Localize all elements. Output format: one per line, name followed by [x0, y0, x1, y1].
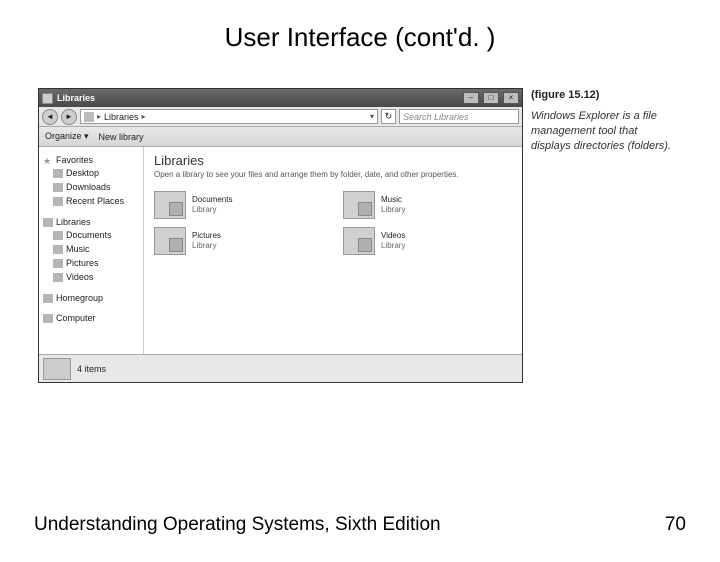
- library-name: Documents: [192, 195, 232, 205]
- sidebar-item-label: Pictures: [66, 258, 99, 268]
- chevron-down-icon[interactable]: ▾: [370, 112, 374, 121]
- book-title: Understanding Operating Systems, Sixth E…: [34, 514, 441, 536]
- navigation-pane: Favorites Desktop Downloads Recent Place…: [39, 147, 144, 354]
- close-button[interactable]: ×: [503, 92, 519, 104]
- library-name: Pictures: [192, 231, 221, 241]
- explorer-window: Libraries – □ × ◄ ► ▸ Libraries ▸ ▾ ↻ Se…: [38, 88, 523, 383]
- homegroup-icon: [43, 294, 53, 303]
- sidebar-item-desktop[interactable]: Desktop: [43, 167, 139, 179]
- status-folder-icon: [43, 358, 71, 380]
- figure-label: (figure 15.12): [531, 88, 676, 103]
- library-item-videos[interactable]: VideosLibrary: [343, 227, 512, 255]
- figure-caption: (figure 15.12) Windows Explorer is a fil…: [531, 88, 676, 383]
- library-item-music[interactable]: MusicLibrary: [343, 191, 512, 219]
- sidebar-item-label: Desktop: [66, 168, 99, 178]
- folder-icon: [84, 112, 94, 122]
- recent-icon: [53, 197, 63, 206]
- documents-icon: [53, 231, 63, 240]
- sidebar-item-music[interactable]: Music: [43, 243, 139, 255]
- sidebar-item-label: Recent Places: [66, 196, 124, 206]
- videos-icon: [53, 273, 63, 282]
- pictures-library-icon: [154, 227, 186, 255]
- pictures-icon: [53, 259, 63, 268]
- content-pane: Libraries Open a library to see your fil…: [144, 147, 522, 354]
- star-icon: [43, 156, 53, 165]
- downloads-icon: [53, 183, 63, 192]
- forward-button[interactable]: ►: [61, 109, 77, 125]
- back-button[interactable]: ◄: [42, 109, 58, 125]
- libraries-label: Libraries: [56, 217, 91, 227]
- content-subtext: Open a library to see your files and arr…: [154, 170, 512, 179]
- minimize-button[interactable]: –: [463, 92, 479, 104]
- organize-button[interactable]: Organize ▾: [45, 131, 89, 142]
- homegroup-label: Homegroup: [56, 293, 103, 303]
- sidebar-item-documents[interactable]: Documents: [43, 229, 139, 241]
- sidebar-item-recent-places[interactable]: Recent Places: [43, 195, 139, 207]
- libraries-group[interactable]: Libraries: [43, 217, 139, 227]
- sidebar-item-label: Downloads: [66, 182, 111, 192]
- sidebar-item-downloads[interactable]: Downloads: [43, 181, 139, 193]
- address-field[interactable]: ▸ Libraries ▸ ▾: [80, 109, 378, 124]
- app-icon: [42, 93, 53, 104]
- favorites-group[interactable]: Favorites: [43, 155, 139, 165]
- library-item-documents[interactable]: DocumentsLibrary: [154, 191, 323, 219]
- page-number: 70: [665, 514, 686, 536]
- search-placeholder: Search Libraries: [403, 112, 469, 122]
- computer-label: Computer: [56, 313, 96, 323]
- library-sub: Library: [381, 241, 405, 251]
- toolbar: Organize ▾ New library: [39, 127, 522, 147]
- sidebar-item-label: Videos: [66, 272, 93, 282]
- computer-group[interactable]: Computer: [43, 313, 139, 323]
- videos-library-icon: [343, 227, 375, 255]
- window-titlebar: Libraries – □ ×: [39, 89, 522, 107]
- chevron-right-icon: ▸: [142, 112, 146, 121]
- sidebar-item-videos[interactable]: Videos: [43, 271, 139, 283]
- music-library-icon: [343, 191, 375, 219]
- music-icon: [53, 245, 63, 254]
- sidebar-item-label: Music: [66, 244, 90, 254]
- window-title: Libraries: [57, 93, 95, 103]
- breadcrumb[interactable]: Libraries: [104, 112, 139, 122]
- libraries-icon: [43, 218, 53, 227]
- chevron-right-icon: ▸: [97, 112, 101, 121]
- sidebar-item-pictures[interactable]: Pictures: [43, 257, 139, 269]
- desktop-icon: [53, 169, 63, 178]
- library-sub: Library: [192, 241, 221, 251]
- library-sub: Library: [192, 205, 232, 215]
- library-name: Videos: [381, 231, 405, 241]
- library-item-pictures[interactable]: PicturesLibrary: [154, 227, 323, 255]
- caption-text: Windows Explorer is a file management to…: [531, 109, 676, 154]
- address-bar: ◄ ► ▸ Libraries ▸ ▾ ↻ Search Libraries: [39, 107, 522, 127]
- status-bar: 4 items: [39, 354, 522, 382]
- content-heading: Libraries: [154, 153, 512, 168]
- favorites-label: Favorites: [56, 155, 93, 165]
- library-sub: Library: [381, 205, 405, 215]
- computer-icon: [43, 314, 53, 323]
- status-text: 4 items: [77, 364, 106, 374]
- library-name: Music: [381, 195, 405, 205]
- slide-title: User Interface (cont'd. ): [0, 22, 720, 53]
- homegroup-group[interactable]: Homegroup: [43, 293, 139, 303]
- maximize-button[interactable]: □: [483, 92, 499, 104]
- search-input[interactable]: Search Libraries: [399, 109, 519, 124]
- new-library-button[interactable]: New library: [99, 132, 144, 142]
- refresh-button[interactable]: ↻: [381, 109, 396, 124]
- sidebar-item-label: Documents: [66, 230, 112, 240]
- documents-library-icon: [154, 191, 186, 219]
